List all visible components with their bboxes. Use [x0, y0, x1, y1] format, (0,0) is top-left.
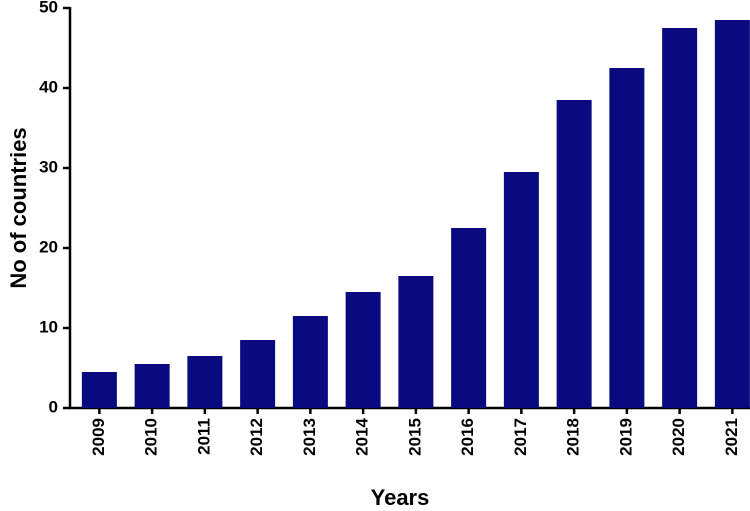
- y-tick-label: 20: [39, 237, 58, 256]
- x-tick-label: 2014: [353, 417, 372, 455]
- bar: [662, 28, 698, 408]
- bar: [187, 356, 223, 408]
- bar: [451, 228, 487, 408]
- y-axis-title: No of countries: [6, 127, 31, 288]
- bar: [81, 372, 117, 408]
- x-tick-label: 2016: [458, 418, 477, 456]
- bar: [609, 68, 645, 408]
- x-tick-label: 2019: [616, 418, 635, 456]
- bar: [292, 316, 328, 408]
- y-tick-label: 30: [39, 157, 58, 176]
- x-tick-label: 2012: [247, 418, 266, 456]
- y-tick-label: 10: [39, 317, 58, 336]
- x-tick-label: 2013: [300, 418, 319, 456]
- x-tick-label: 2010: [142, 418, 161, 456]
- x-tick-label: 2018: [564, 418, 583, 456]
- bar: [240, 340, 276, 408]
- bar: [503, 172, 539, 408]
- x-tick-label: 2020: [669, 418, 688, 456]
- x-tick-label: 2015: [405, 418, 424, 456]
- bar: [714, 20, 750, 408]
- x-tick-label: 2009: [89, 418, 108, 456]
- bar: [556, 100, 592, 408]
- x-tick-label: 2011: [194, 418, 213, 455]
- y-tick-label: 50: [39, 0, 58, 16]
- x-axis-title: Years: [371, 485, 430, 510]
- bar: [398, 276, 434, 408]
- x-tick-label: 2017: [511, 418, 530, 456]
- bar: [134, 364, 170, 408]
- bar: [345, 292, 381, 408]
- y-tick-label: 0: [49, 397, 58, 416]
- y-tick-label: 40: [39, 77, 58, 96]
- x-tick-label: 2021: [722, 418, 741, 456]
